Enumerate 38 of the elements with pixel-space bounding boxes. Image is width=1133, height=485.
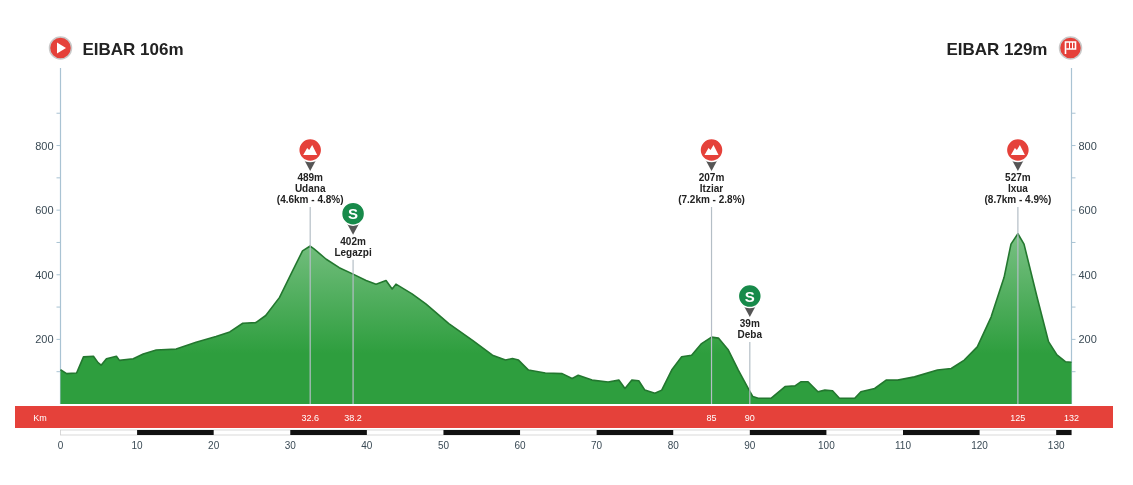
x-tick-label: 0 <box>57 440 64 451</box>
text: EIBAR 129m <box>946 39 1048 59</box>
annotation: S <box>348 205 359 223</box>
x-tick-label: 50 <box>437 440 450 451</box>
x2-tick-label: 132 <box>1063 412 1080 423</box>
x-tick-label: 80 <box>667 440 680 451</box>
x-tick-label: 100 <box>818 440 836 451</box>
y-tick-label: 200 <box>35 333 54 346</box>
ref-line-label: 207m Itziar (7.2km - 2.8%) <box>678 172 745 205</box>
y2-tick-label: 600 <box>1078 204 1097 217</box>
x-tick-label: 10 <box>131 440 144 451</box>
ref-line-label: 39m Deba <box>737 318 763 341</box>
text: EIBAR 106m <box>82 39 184 59</box>
x-tick-label: 120 <box>971 440 989 451</box>
x-tick-label: 30 <box>284 440 297 451</box>
y2-tick-label: 400 <box>1078 268 1097 281</box>
x-tick-label: 60 <box>514 440 527 451</box>
y-tick-label: 400 <box>35 268 54 281</box>
x-tick-label: 70 <box>591 440 603 451</box>
x2-tick-label: 38.2 <box>344 412 362 423</box>
x-tick-label: 110 <box>895 440 912 451</box>
y2-tick-label: 800 <box>1078 139 1097 152</box>
x2-axis-title: Km <box>33 412 47 423</box>
x2-tick-label: 32.6 <box>301 412 319 423</box>
y-tick-label: 800 <box>35 139 54 152</box>
y-tick-label: 600 <box>35 204 54 217</box>
annotation: S <box>744 287 755 305</box>
x-tick-label: 20 <box>208 440 220 451</box>
ref-line-label: 489m Udana (4.6km - 4.8%) <box>276 172 344 205</box>
x-tick-label: 130 <box>1047 440 1065 451</box>
ref-line-label: 402m Legazpi <box>334 235 372 258</box>
x-tick-label: 40 <box>361 440 373 451</box>
x2-tick-label: 90 <box>744 412 755 423</box>
x2-tick-label: 125 <box>1010 412 1026 423</box>
x-tick-label: 90 <box>744 440 756 451</box>
y2-tick-label: 200 <box>1078 333 1097 346</box>
x2-tick-label: 85 <box>706 412 717 423</box>
ref-line-label: 527m Ixua (8.7km - 4.9%) <box>984 172 1052 205</box>
